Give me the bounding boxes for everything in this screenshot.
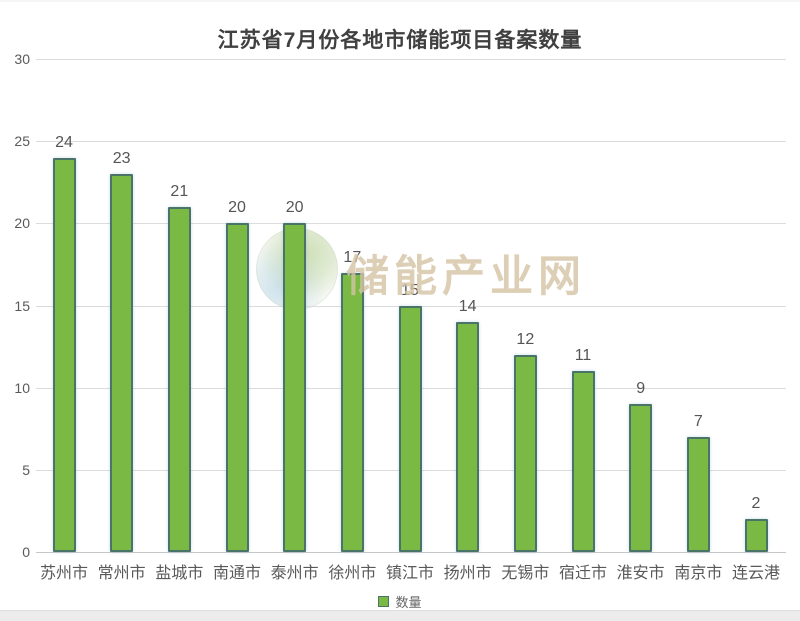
bar-value-label: 20 (228, 199, 246, 217)
bar-泰州市 (283, 223, 307, 552)
bar-连云港 (744, 519, 768, 552)
bar-盐城市 (167, 206, 191, 552)
bar-value-label: 23 (112, 150, 131, 168)
bar-徐州市 (340, 272, 364, 552)
bar-value-label: 20 (285, 199, 304, 217)
x-tick-label: 南通市 (212, 565, 261, 582)
bar-淮安市 (629, 404, 653, 552)
chart-title: 江苏省7月份各地市储能项目备案数量 (217, 29, 583, 52)
x-tick-label: 宿迁市 (558, 565, 607, 582)
y-tick-label: 0 (22, 544, 30, 560)
y-tick-label: 10 (14, 379, 30, 396)
bar-value-label: 24 (55, 133, 73, 151)
bar-宿迁市 (571, 371, 595, 552)
watermark-text: 储能产业网 (346, 253, 586, 301)
legend-swatch-icon (378, 596, 390, 607)
bar-南通市 (225, 223, 249, 552)
y-tick-label: 25 (14, 133, 30, 150)
bar-value-label: 7 (693, 412, 703, 430)
bar-常州市 (110, 174, 134, 552)
bar-扬州市 (456, 321, 480, 552)
bar-value-label: 15 (401, 281, 419, 299)
bar-南京市 (686, 436, 710, 552)
bar-value-label: 2 (751, 495, 761, 513)
bar-value-label: 11 (574, 347, 592, 365)
bar-value-label: 14 (458, 297, 477, 315)
bottom-strip (0, 610, 800, 621)
bar-无锡市 (513, 354, 537, 552)
bar-苏州市 (52, 157, 76, 552)
x-tick-label: 泰州市 (270, 565, 319, 582)
y-tick-label: 5 (22, 461, 30, 478)
x-tick-label: 徐州市 (328, 565, 377, 582)
gridline (36, 223, 786, 225)
y-tick-label: 15 (14, 297, 30, 314)
x-tick-label: 扬州市 (443, 565, 492, 582)
bar-value-label: 21 (170, 182, 189, 200)
bar-value-label: 17 (343, 248, 362, 266)
y-tick-label: 30 (14, 51, 30, 67)
bar-value-label: 9 (636, 380, 646, 398)
gridline (36, 59, 786, 60)
x-tick-label: 无锡市 (501, 565, 550, 582)
x-tick-label: 苏州市 (39, 565, 88, 582)
gridline (36, 552, 786, 553)
x-tick-label: 淮安市 (616, 565, 665, 582)
y-tick-label: 20 (14, 215, 30, 232)
x-tick-label: 连云港 (731, 565, 780, 582)
x-tick-label: 镇江市 (385, 565, 434, 582)
gridline (36, 141, 786, 143)
x-tick-label: 常州市 (97, 565, 146, 582)
bar-镇江市 (398, 305, 422, 552)
x-tick-label: 盐城市 (155, 565, 204, 582)
legend: 数量 (0, 592, 800, 611)
legend-label: 数量 (395, 595, 422, 610)
x-tick-label: 南京市 (674, 565, 723, 582)
bar-value-label: 12 (516, 330, 535, 348)
